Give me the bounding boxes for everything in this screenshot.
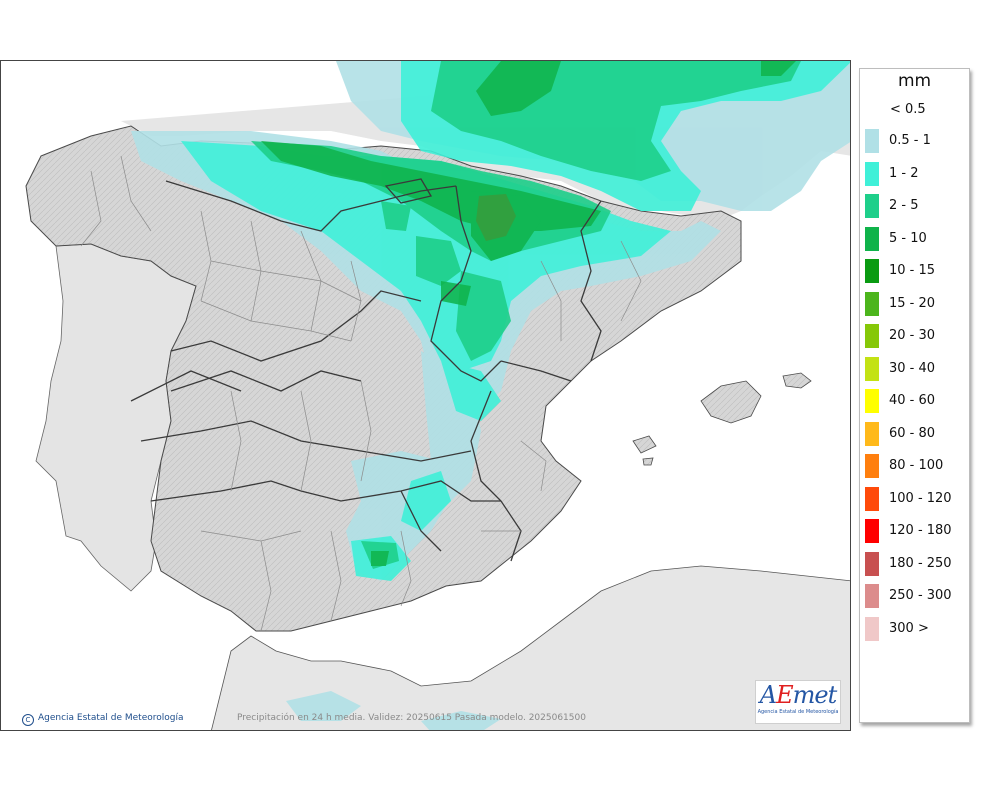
- legend-label: 100 - 120: [889, 490, 952, 506]
- legend-item: 40 - 60: [865, 389, 969, 413]
- aemet-logo: AEmet Agencia Estatal de Meteorología: [755, 680, 841, 724]
- agency-credit-text: Agencia Estatal de Meteorología: [38, 713, 184, 723]
- legend-item: 2 - 5: [865, 194, 969, 218]
- legend-lowest-label: < 0.5: [890, 102, 926, 117]
- legend-item: 300 >: [865, 616, 969, 641]
- mallorca: [700, 380, 762, 424]
- legend-label: 180 - 250: [889, 555, 952, 571]
- agency-credit: C Agencia Estatal de Meteorología: [22, 713, 184, 726]
- legend-label: 60 - 80: [889, 425, 936, 441]
- map-caption: Precipitación en 24 h media. Validez: 20…: [237, 713, 586, 723]
- menorca: [782, 372, 812, 389]
- legend-item: 5 - 10: [865, 226, 969, 251]
- aemet-logo-word: AEmet: [759, 681, 837, 709]
- legend-item: 60 - 80: [865, 421, 969, 446]
- province-borders: [80, 155, 642, 632]
- precip-layer-5-10: [261, 61, 796, 566]
- ibiza: [632, 435, 657, 454]
- legend-item: 180 - 250: [865, 551, 969, 576]
- aemet-logo-subtitle: Agencia Estatal de Meteorología: [757, 709, 839, 715]
- legend-swatch: [865, 226, 879, 251]
- legend-item: 250 - 300: [865, 584, 969, 608]
- legend-label: 300 >: [889, 620, 929, 636]
- formentera: [642, 457, 654, 466]
- legend-swatch: [865, 194, 879, 218]
- legend-item: 20 - 30: [865, 324, 969, 348]
- legend-label: 80 - 100: [889, 458, 944, 473]
- legend-label: 10 - 15: [889, 263, 936, 278]
- legend-swatch: [865, 584, 879, 608]
- precip-layer-10-15: [476, 194, 516, 241]
- legend-item: 10 - 15: [865, 259, 969, 283]
- legend-label: 15 - 20: [889, 295, 936, 311]
- legend-swatch: [865, 454, 879, 478]
- legend-item: 120 - 180: [865, 519, 969, 543]
- precipitation-legend: mm < 0.5 0.5 - 1 1 - 2 2 - 5 5 - 10 10 - 15 1…: [859, 68, 970, 723]
- legend-swatch: [865, 129, 879, 153]
- legend-label: 30 - 40: [889, 360, 936, 376]
- africa-landmass: [211, 565, 850, 730]
- legend-label: 0.5 - 1: [889, 133, 931, 148]
- legend-label: 1 - 2: [889, 165, 919, 181]
- legend-label: 40 - 60: [889, 393, 936, 408]
- legend-swatch: [865, 324, 879, 348]
- legend-item: 80 - 100: [865, 454, 969, 478]
- legend-label: 20 - 30: [889, 328, 936, 343]
- legend-swatch: [865, 291, 879, 316]
- legend-item: 0.5 - 1: [865, 129, 969, 153]
- precipitation-map: [0, 60, 851, 731]
- legend-swatch: [865, 259, 879, 283]
- legend-title: mm: [897, 71, 932, 91]
- legend-swatch: [865, 389, 879, 413]
- legend-swatch: [865, 161, 879, 186]
- legend-swatch: [865, 421, 879, 446]
- legend-swatch: [865, 551, 879, 576]
- legend-label: 5 - 10: [889, 230, 927, 246]
- legend-label: 120 - 180: [889, 523, 952, 538]
- map-canvas: [25, 61, 850, 730]
- legend-item: 100 - 120: [865, 486, 969, 511]
- legend-swatch: [865, 616, 879, 641]
- legend-label: 250 - 300: [889, 588, 952, 603]
- regional-borders: [130, 178, 602, 562]
- legend-swatch: [865, 519, 879, 543]
- legend-item: 30 - 40: [865, 356, 969, 381]
- legend-swatch: [865, 486, 879, 511]
- copyright-icon: C: [22, 714, 34, 726]
- legend-item: 1 - 2: [865, 161, 969, 186]
- legend-swatch: [865, 356, 879, 381]
- legend-item: 15 - 20: [865, 291, 969, 316]
- legend-label: 2 - 5: [889, 198, 919, 213]
